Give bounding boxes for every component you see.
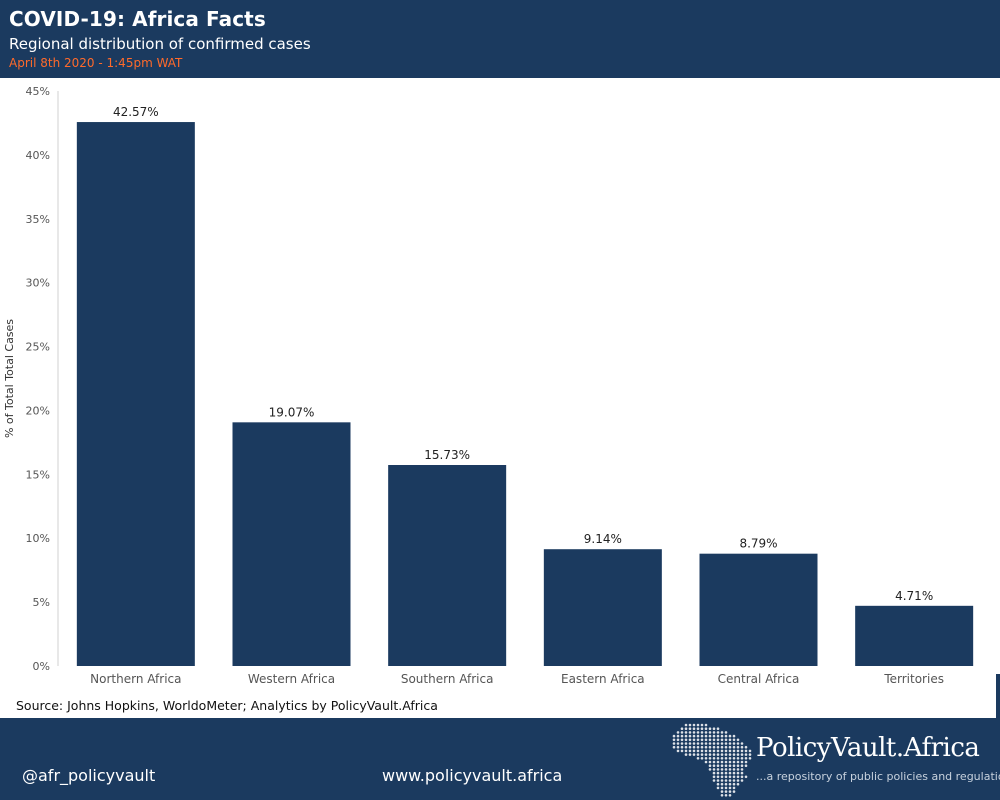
x-tick-label: Territories (883, 672, 944, 686)
y-tick-label: 35% (26, 213, 50, 226)
y-tick-label: 10% (26, 532, 50, 545)
bar (855, 605, 974, 666)
panel-edge (996, 674, 1000, 718)
social-handle[interactable]: @afr_policyvault (22, 766, 156, 785)
x-tick-label: Northern Africa (90, 672, 181, 686)
y-tick-label: 30% (26, 277, 50, 290)
x-tick-label: Western Africa (248, 672, 335, 686)
brand-name: PolicyVault.Africa (756, 733, 980, 763)
bar-value-label: 9.14% (584, 532, 622, 546)
bar (699, 553, 818, 666)
website-link[interactable]: www.policyvault.africa (382, 766, 563, 785)
page-subtitle: Regional distribution of confirmed cases (9, 35, 311, 53)
y-tick-label: 15% (26, 468, 50, 481)
bar (76, 122, 195, 667)
bar-value-label: 4.71% (895, 589, 933, 603)
bar (543, 549, 662, 666)
y-tick-label: 40% (26, 149, 50, 162)
timestamp: April 8th 2020 - 1:45pm WAT (9, 56, 183, 70)
page-title: COVID-19: Africa Facts (9, 7, 266, 31)
africa-dotted-map-icon (672, 723, 752, 797)
bar (388, 465, 507, 666)
y-tick-label: 25% (26, 341, 50, 354)
bar-value-label: 19.07% (269, 405, 315, 419)
x-tick-label: Southern Africa (401, 672, 494, 686)
bar-value-label: 8.79% (739, 537, 777, 551)
bar-chart: 0% 5% 10% 15% 20% 25% 30% 35% 40% 45% % of Total T… (3, 85, 974, 686)
x-tick-label: Eastern Africa (561, 672, 645, 686)
bar-value-label: 15.73% (424, 448, 470, 462)
bar-value-label: 42.57% (113, 105, 159, 119)
y-tick-label: 45% (26, 85, 50, 98)
source-note: Source: Johns Hopkins, WorldoMeter; Anal… (16, 698, 438, 713)
y-tick-label: 20% (26, 404, 50, 417)
brand-tagline: ...a repository of public policies and r… (756, 770, 1000, 783)
y-axis-title: % of Total Total Cases (3, 319, 16, 438)
y-tick-label: 0% (33, 660, 50, 673)
x-tick-label: Central Africa (718, 672, 800, 686)
y-tick-label: 5% (33, 596, 50, 609)
header-bar: COVID-19: Africa Facts Regional distribu… (0, 0, 1000, 78)
bar (232, 422, 351, 666)
